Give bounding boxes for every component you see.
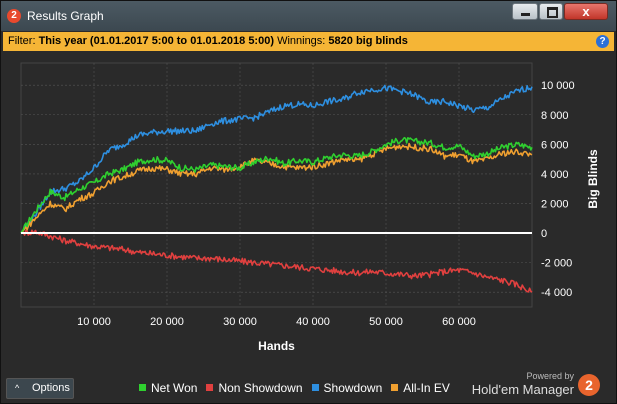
legend-item[interactable]: Non Showdown (206, 381, 303, 395)
x-tick-label: 50 000 (369, 316, 403, 328)
legend-label: All-In EV (403, 381, 450, 395)
y-tick-label: 4 000 (541, 169, 569, 181)
x-tick-label: 30 000 (223, 316, 257, 328)
winnings-value: 5820 big blinds (328, 35, 408, 47)
y-tick-label: 8 000 (541, 110, 569, 122)
series-line-net-won (20, 136, 533, 234)
footer: ^ Options Net Won Non Showdown Showdown All… (3, 369, 614, 403)
series-line-showdown (20, 84, 533, 234)
filter-value: This year (01.01.2017 5:00 to 01.01.2018… (38, 35, 274, 47)
legend-item[interactable]: All-In EV (391, 381, 450, 395)
filter-text: Filter: This year (01.01.2017 5:00 to 01… (8, 32, 408, 51)
legend-label: Net Won (151, 381, 198, 395)
app-logo-icon: 2 (7, 9, 21, 23)
maximize-button[interactable] (539, 3, 563, 20)
y-axis-label: Big Blinds (586, 149, 600, 209)
chart-legend: Net Won Non Showdown Showdown All-In EV (139, 381, 459, 395)
legend-item[interactable]: Net Won (139, 381, 197, 395)
brand-name: Hold'em Manager (471, 382, 574, 397)
series-line-all-in-ev (20, 142, 533, 234)
minimize-button[interactable] (512, 3, 538, 20)
legend-swatch (391, 384, 399, 391)
chevron-up-icon: ^ (15, 383, 20, 393)
x-axis-label: Hands (258, 339, 295, 353)
winnings-label: Winnings: (277, 35, 326, 47)
help-icon[interactable]: ? (596, 35, 609, 48)
chart-canvas: -4 000 -2 000 0 2 000 4 000 6 000 8 000 10 000 1… (20, 62, 600, 353)
brand-block: Powered by Hold'em Manager 2 (472, 370, 600, 402)
series-line-non-showdown (20, 229, 533, 293)
y-tick-label: 10 000 (541, 80, 575, 92)
options-label: Options (32, 382, 70, 394)
legend-label: Non Showdown (218, 381, 303, 395)
powered-by-text: Powered by (526, 371, 574, 381)
title-bar[interactable]: 2 Results Graph x (1, 1, 616, 31)
legend-swatch (206, 384, 214, 391)
x-tick-label: 20 000 (150, 316, 184, 328)
y-tick-label: -4 000 (541, 287, 572, 299)
y-tick-label: 0 (541, 228, 547, 240)
window-title: Results Graph (27, 9, 104, 23)
y-tick-label: 6 000 (541, 139, 569, 151)
y-tick-label: 2 000 (541, 198, 569, 210)
x-tick-label: 10 000 (77, 316, 111, 328)
brand-logo-icon: 2 (578, 374, 600, 396)
close-button[interactable]: x (564, 3, 608, 20)
x-tick-label: 60 000 (442, 316, 476, 328)
results-chart: -4 000 -2 000 0 2 000 4 000 6 000 8 000 10 000 1… (3, 51, 614, 369)
y-tick-label: -2 000 (541, 258, 572, 270)
filter-label: Filter: (8, 35, 36, 47)
x-tick-label: 40 000 (296, 316, 330, 328)
close-icon: x (582, 4, 590, 19)
options-button[interactable]: ^ Options (6, 378, 74, 399)
legend-item[interactable]: Showdown (311, 381, 383, 395)
legend-swatch (311, 384, 319, 391)
legend-swatch (139, 384, 146, 391)
filter-bar: Filter: This year (01.01.2017 5:00 to 01… (3, 32, 614, 51)
legend-label: Showdown (323, 381, 383, 395)
